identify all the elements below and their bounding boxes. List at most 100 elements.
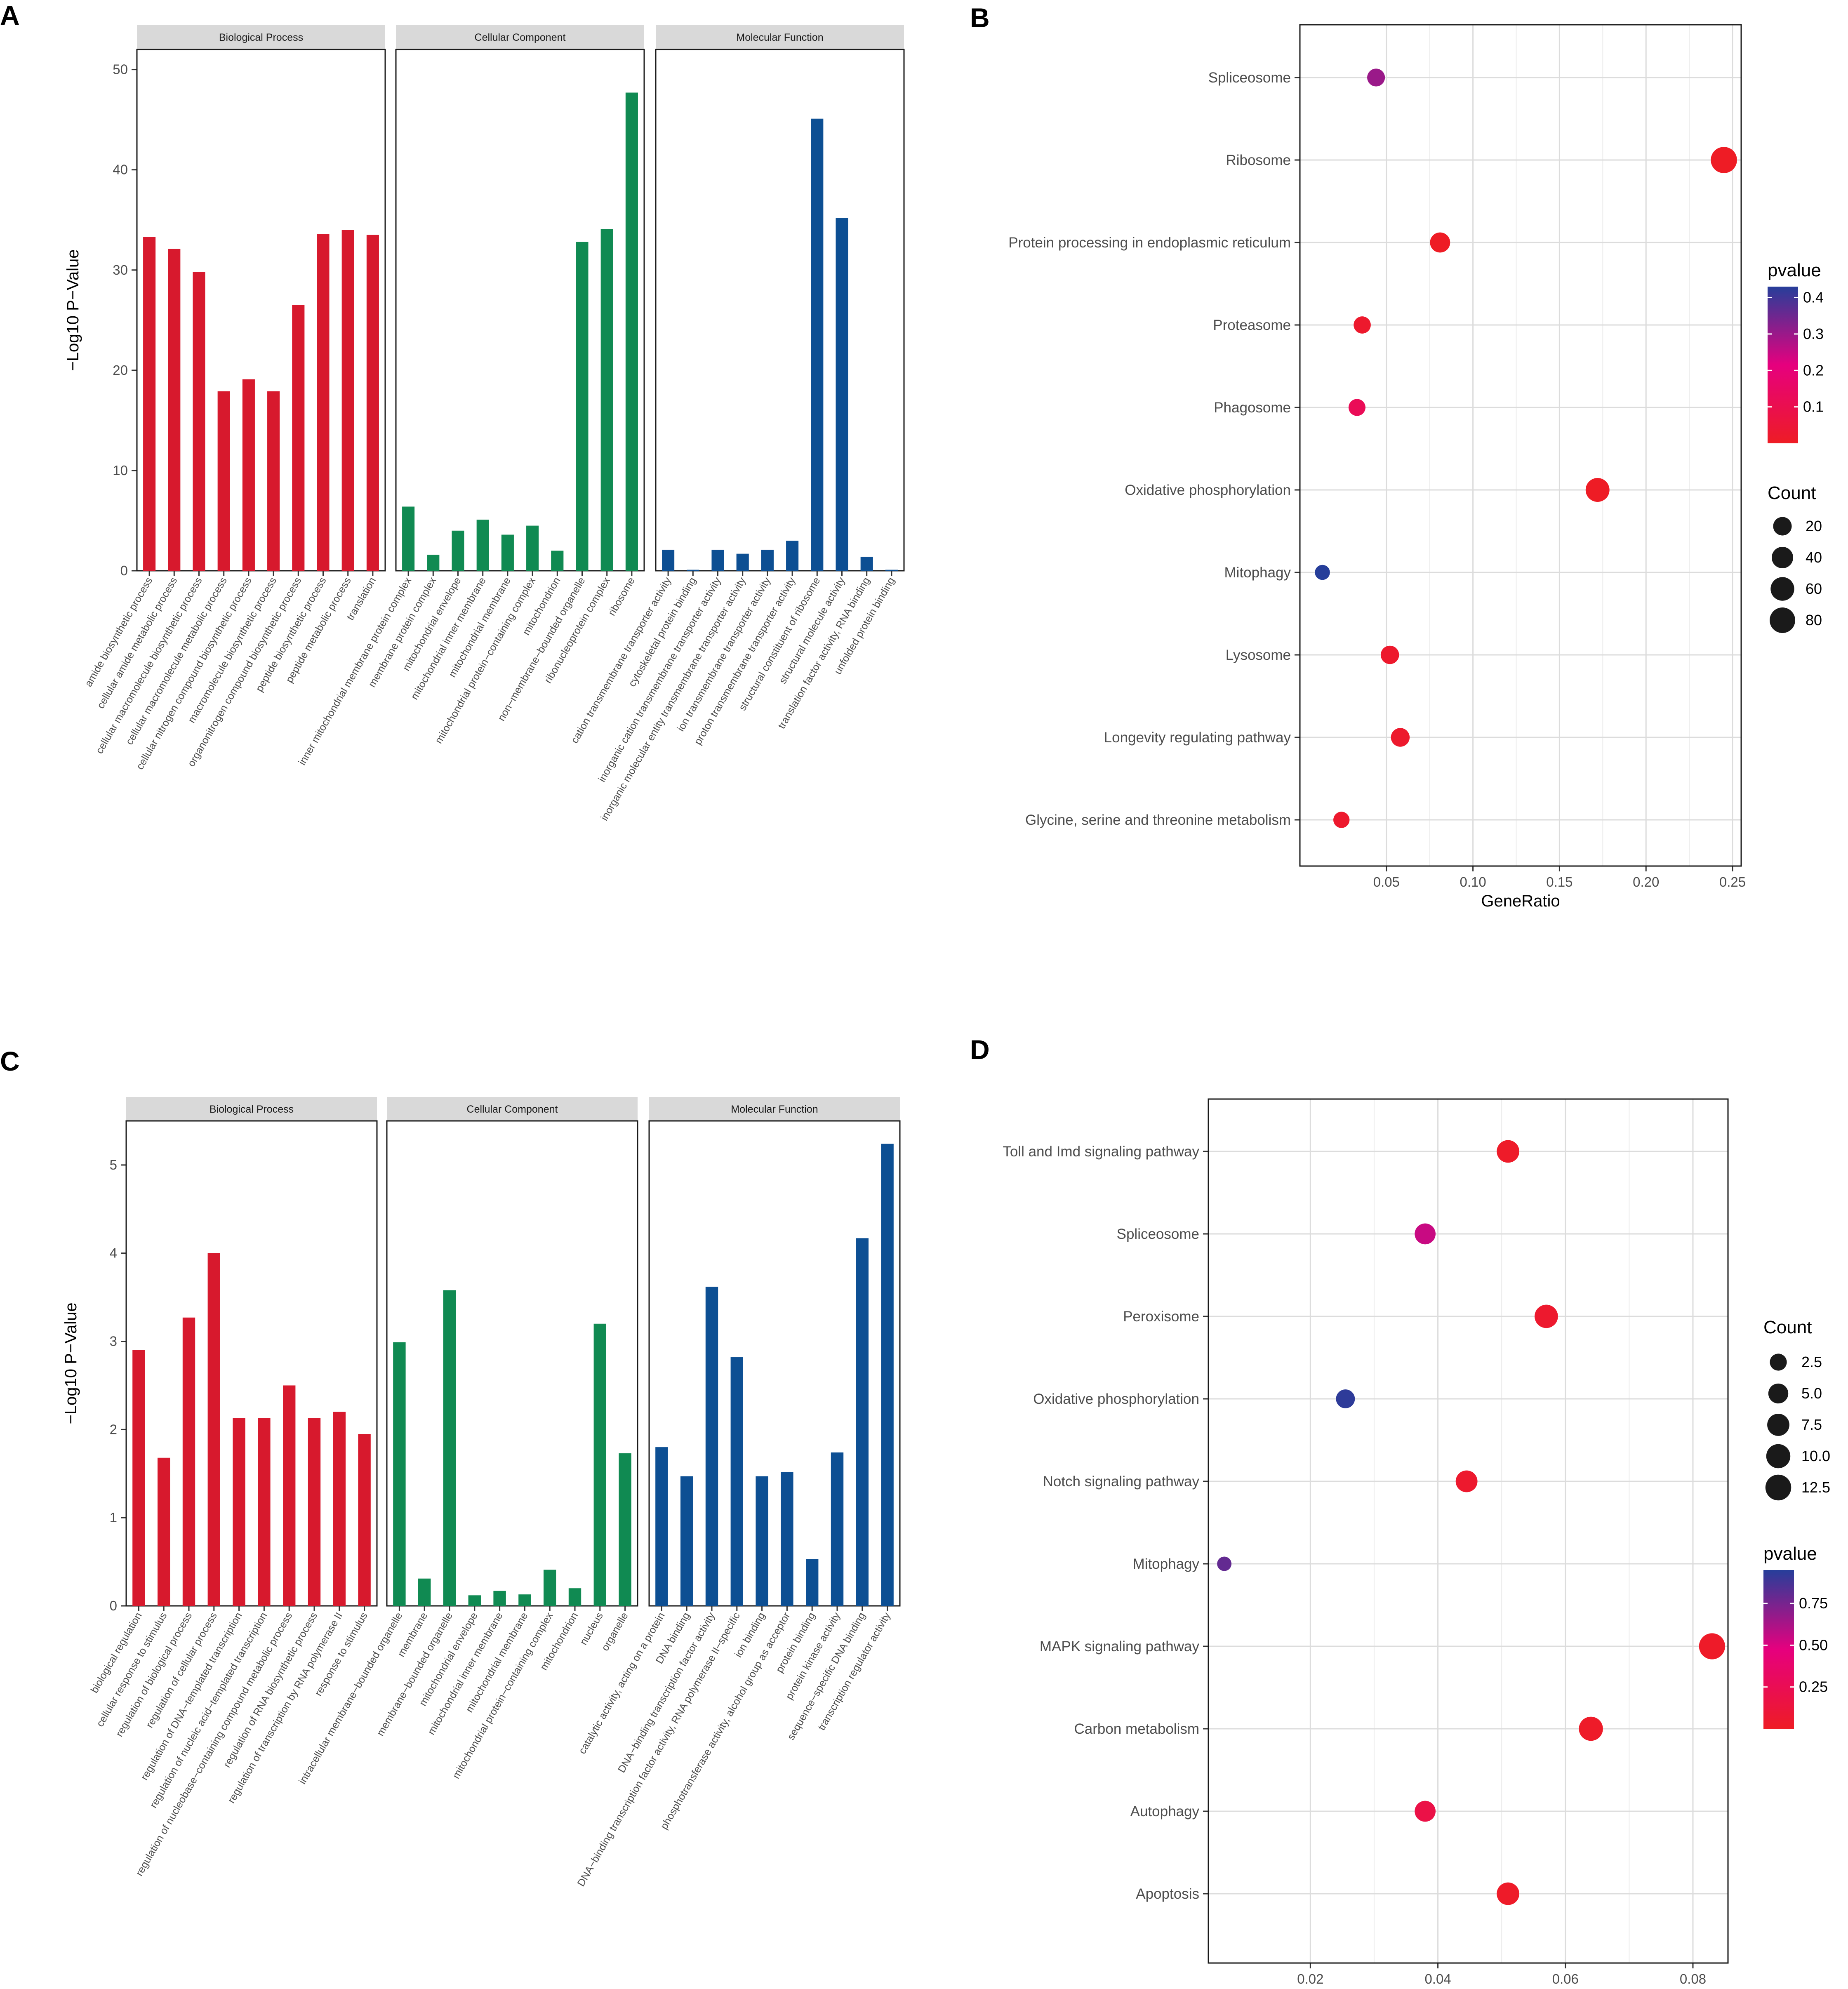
dot-d-carbon-metabolism [1579, 1716, 1603, 1741]
facet-panel-border-biological-process [136, 49, 386, 572]
x-tick-label: 0.10 [1460, 874, 1486, 890]
bar-c-molecular-function-1 [680, 1476, 693, 1606]
bar-c-biological-process-6 [283, 1385, 296, 1606]
bar-a-molecular-function-5 [786, 541, 799, 571]
bar-a-cellular-component-0 [402, 506, 415, 571]
legend-pvalue-label: 0.2 [1803, 362, 1824, 379]
legend-count-label: 7.5 [1801, 1416, 1822, 1433]
dot-b-spliceosome [1367, 68, 1385, 87]
legend-count-label: 20 [1806, 518, 1822, 534]
legend-pvalue-label: 0.4 [1803, 289, 1824, 306]
legend-count-label: 2.5 [1801, 1353, 1822, 1370]
bar-a-cellular-component-3 [476, 520, 489, 571]
bar-a-biological-process-3 [217, 391, 230, 571]
x-tick-label: 0.20 [1633, 874, 1659, 890]
y-category-label-mitophagy: Mitophagy [1133, 1556, 1200, 1572]
bar-c-biological-process-4 [233, 1418, 245, 1606]
y-category-label-peroxisome: Peroxisome [1123, 1309, 1199, 1325]
legend-pvalue-title: pvalue [1763, 1544, 1817, 1564]
legend-count-label: 10.0 [1801, 1448, 1830, 1464]
legend-count-label: 60 [1806, 580, 1822, 597]
legend-pvalue-label: 0.3 [1803, 325, 1824, 342]
bar-c-molecular-function-9 [881, 1144, 894, 1606]
y-tick-label: 10 [113, 463, 128, 478]
bar-c-molecular-function-7 [831, 1452, 844, 1606]
bar-a-molecular-function-4 [761, 549, 774, 571]
facet-strip-label-molecular-function: Molecular Function [736, 32, 823, 43]
legend-count-dot [1766, 1444, 1791, 1469]
dot-b-proteasome [1354, 316, 1371, 334]
bar-a-biological-process-7 [317, 234, 330, 571]
facet-strip-label-biological-process: Biological Process [210, 1104, 294, 1115]
dot-d-mitophagy [1217, 1556, 1232, 1571]
bar-c-molecular-function-5 [781, 1471, 793, 1606]
facet-strip-molecular-function [649, 1097, 900, 1121]
bar-c-cellular-component-5 [518, 1594, 531, 1606]
bar-a-biological-process-1 [168, 249, 181, 571]
bar-c-molecular-function-0 [655, 1447, 668, 1606]
y-axis-title: −Log10 P−Value [64, 249, 82, 371]
y-category-label-notch-signaling-pathway: Notch signaling pathway [1043, 1474, 1200, 1490]
legend-pvalue-label: 0.50 [1799, 1636, 1828, 1653]
y-category-label-protein-processing-in-endoplasmic-reticulum: Protein processing in endoplasmic reticu… [1008, 235, 1291, 251]
bar-a-cellular-component-1 [427, 555, 440, 571]
bar-a-cellular-component-2 [452, 530, 464, 571]
facet-strip-cellular-component [387, 1097, 638, 1121]
y-axis-title: −Log10 P−Value [62, 1302, 80, 1424]
legend-count-dot [1772, 547, 1793, 568]
bar-c-cellular-component-9 [619, 1453, 631, 1606]
facet-strip-label-molecular-function: Molecular Function [731, 1104, 818, 1115]
bar-a-biological-process-2 [193, 272, 205, 571]
bar-a-cellular-component-7 [576, 242, 589, 571]
legend-pvalue-label: 0.25 [1799, 1678, 1828, 1695]
bar-a-cellular-component-4 [501, 534, 514, 571]
bar-a-cellular-component-6 [551, 551, 564, 571]
dot-d-notch-signaling-pathway [1455, 1470, 1478, 1492]
y-tick-label: 0 [110, 1598, 117, 1613]
bar-a-biological-process-8 [341, 230, 354, 571]
y-category-label-proteasome: Proteasome [1213, 317, 1291, 333]
bar-a-biological-process-9 [366, 235, 379, 571]
dot-b-protein-processing-in-endoplasmic-reticulum [1430, 232, 1450, 253]
bar-c-cellular-component-6 [544, 1570, 556, 1606]
bar-c-biological-process-2 [182, 1317, 195, 1606]
x-tick-label: 0.15 [1546, 874, 1573, 890]
dot-b-glycine-serine-and-threonine-metabolism [1333, 812, 1350, 828]
bar-c-molecular-function-4 [756, 1476, 768, 1606]
legend-count-label: 12.5 [1801, 1479, 1830, 1496]
bar-c-molecular-function-2 [705, 1286, 718, 1606]
bar-a-biological-process-0 [143, 237, 156, 571]
dot-d-toll-and-imd-signaling-pathway [1497, 1140, 1520, 1163]
dot-b-lysosome [1380, 645, 1399, 664]
legend-count-dot [1770, 1353, 1787, 1371]
legend-count-dot [1773, 517, 1792, 536]
bar-a-molecular-function-8 [860, 556, 873, 571]
y-category-label-toll-and-imd-signaling-pathway: Toll and Imd signaling pathway [1003, 1144, 1199, 1160]
y-tick-label: 3 [110, 1334, 117, 1349]
legend-pvalue-label: 0.75 [1799, 1595, 1828, 1612]
y-category-label-lysosome: Lysosome [1226, 647, 1291, 663]
bar-c-biological-process-7 [308, 1418, 321, 1606]
bar-a-biological-process-4 [242, 379, 255, 571]
bar-c-biological-process-3 [207, 1253, 220, 1606]
panel-letter-b: B [970, 2, 990, 33]
bar-a-cellular-component-9 [625, 92, 638, 571]
y-category-label-ribosome: Ribosome [1226, 152, 1291, 168]
y-category-label-spliceosome: Spliceosome [1117, 1226, 1199, 1242]
panel-letter-d: D [970, 1034, 990, 1065]
y-category-label-glycine-serine-and-threonine-metabolism: Glycine, serine and threonine metabolism [1025, 812, 1291, 828]
facet-panel-border-molecular-function [655, 49, 905, 572]
dot-b-phagosome [1348, 399, 1366, 416]
legend-count-title: Count [1768, 483, 1816, 503]
y-tick-label: 20 [113, 362, 128, 378]
plot-background [1208, 1099, 1728, 1963]
bar-c-molecular-function-3 [730, 1357, 743, 1606]
bar-c-biological-process-8 [333, 1412, 346, 1606]
plot-border [1208, 1098, 1729, 1964]
dot-b-longevity-regulating-pathway [1391, 728, 1410, 747]
bar-c-molecular-function-8 [856, 1238, 869, 1606]
panel-letter-a: A [0, 0, 20, 31]
bar-c-cellular-component-3 [468, 1595, 481, 1606]
bar-a-cellular-component-8 [600, 229, 613, 571]
